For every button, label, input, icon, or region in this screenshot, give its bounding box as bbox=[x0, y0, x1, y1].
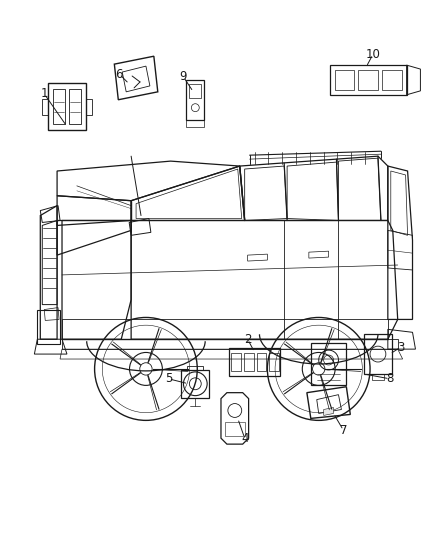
Text: 9: 9 bbox=[180, 70, 187, 84]
Text: 6: 6 bbox=[116, 68, 123, 80]
Text: 3: 3 bbox=[397, 341, 404, 354]
Text: 1: 1 bbox=[40, 87, 48, 100]
Text: 7: 7 bbox=[339, 424, 347, 437]
Text: 4: 4 bbox=[241, 432, 248, 445]
Text: 8: 8 bbox=[386, 373, 393, 385]
Text: 2: 2 bbox=[244, 333, 251, 346]
Text: 10: 10 bbox=[366, 48, 381, 61]
Polygon shape bbox=[324, 408, 333, 415]
Text: 5: 5 bbox=[165, 373, 172, 385]
